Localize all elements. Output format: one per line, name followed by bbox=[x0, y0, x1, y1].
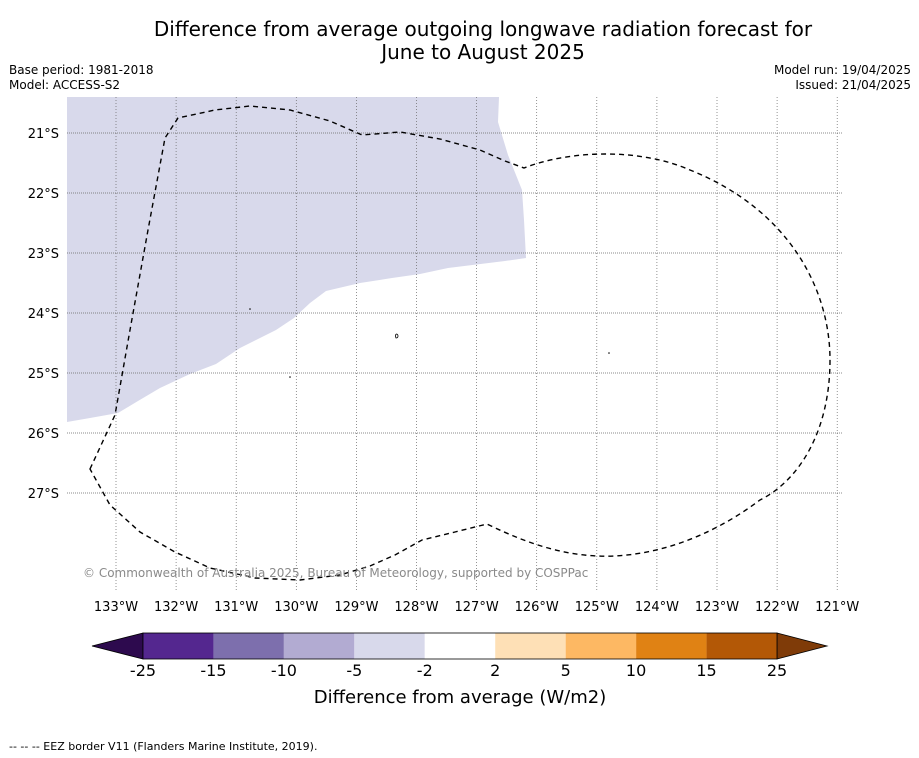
colorbar-segment bbox=[213, 633, 284, 659]
longitude-label: 124°W bbox=[635, 600, 679, 615]
island-mark bbox=[395, 333, 399, 339]
colorbar-segment bbox=[143, 633, 214, 659]
colorbar-tick-label: 15 bbox=[696, 661, 716, 680]
colorbar-segment bbox=[283, 633, 355, 659]
latitude-labels: 21°S 22°S 23°S 24°S 25°S 26°S 27°S bbox=[28, 127, 59, 502]
copyright-notice: © Commonwealth of Australia 2025, Bureau… bbox=[83, 566, 588, 580]
latitude-label: 26°S bbox=[28, 427, 59, 442]
latitude-label: 22°S bbox=[28, 187, 59, 202]
colorbar-segment bbox=[636, 633, 707, 659]
longitude-label: 127°W bbox=[455, 600, 499, 615]
meta-right: Model run: 19/04/2025 Issued: 21/04/2025 bbox=[774, 63, 911, 93]
colorbar: -25 -15 -10 -5 -2 2 5 10 15 25 bbox=[91, 632, 829, 680]
latitude-label: 21°S bbox=[28, 127, 59, 142]
longitude-label: 126°W bbox=[515, 600, 559, 615]
longitude-label: 125°W bbox=[575, 600, 619, 615]
longitude-label: 133°W bbox=[94, 600, 138, 615]
colorbar-segment bbox=[565, 633, 637, 659]
colorbar-tick-label: 5 bbox=[561, 661, 571, 680]
colorbar-tick-label: -10 bbox=[271, 661, 297, 680]
eez-source-note: -- -- -- EEZ border V11 (Flanders Marine… bbox=[9, 740, 318, 753]
colorbar-tick-label: 10 bbox=[626, 661, 646, 680]
base-period: Base period: 1981-2018 bbox=[9, 63, 154, 77]
colorbar-segment bbox=[495, 633, 566, 659]
latitude-label: 24°S bbox=[28, 307, 59, 322]
island-mark bbox=[289, 376, 291, 378]
island-mark bbox=[249, 308, 251, 310]
map-area: © Commonwealth of Australia 2025, Bureau… bbox=[67, 97, 843, 590]
issued-date: Issued: 21/04/2025 bbox=[795, 78, 911, 92]
longitude-label: 131°W bbox=[214, 600, 258, 615]
model-name: Model: ACCESS-S2 bbox=[9, 78, 121, 92]
gridlines bbox=[67, 97, 843, 590]
colorbar-over-arrow bbox=[776, 632, 829, 660]
model-run: Model run: 19/04/2025 bbox=[773, 63, 911, 77]
longitude-label: 129°W bbox=[334, 600, 378, 615]
eez-border-dashed bbox=[89, 105, 831, 581]
title-line-2: June to August 2025 bbox=[381, 40, 585, 64]
colorbar-title: Difference from average (W/m2) bbox=[314, 687, 606, 708]
latitude-label: 23°S bbox=[28, 247, 59, 262]
longitude-label: 130°W bbox=[274, 600, 318, 615]
longitude-label: 123°W bbox=[695, 600, 739, 615]
longitude-labels: 133°W 132°W 131°W 130°W 129°W 128°W 127°W 126°W… bbox=[94, 600, 860, 615]
colorbar-tick-label: -5 bbox=[346, 661, 362, 680]
colorbar-frame bbox=[142, 632, 778, 660]
colorbar-tick-label: -25 bbox=[130, 661, 156, 680]
colorbar-tick-label: 2 bbox=[490, 661, 500, 680]
meta-left: Base period: 1981-2018 Model: ACCESS-S2 bbox=[9, 63, 154, 93]
title-line-1: Difference from average outgoing longwav… bbox=[153, 17, 813, 41]
colorbar-tick-label: 25 bbox=[767, 661, 787, 680]
island-mark bbox=[608, 352, 610, 354]
colorbar-tick-label: -15 bbox=[200, 661, 226, 680]
longitude-label: 128°W bbox=[394, 600, 438, 615]
colorbar-segment bbox=[354, 633, 425, 659]
longitude-label: 122°W bbox=[755, 600, 799, 615]
colorbar-segment bbox=[706, 633, 777, 659]
map-title: Difference from average outgoing longwav… bbox=[0, 18, 919, 64]
colorbar-segment bbox=[424, 633, 496, 659]
longitude-label: 132°W bbox=[154, 600, 198, 615]
latitude-label: 27°S bbox=[28, 487, 59, 502]
longitude-label: 121°W bbox=[815, 600, 859, 615]
colorbar-under-arrow bbox=[91, 632, 144, 660]
colorbar-tick-label: -2 bbox=[417, 661, 433, 680]
latitude-label: 25°S bbox=[28, 367, 59, 382]
